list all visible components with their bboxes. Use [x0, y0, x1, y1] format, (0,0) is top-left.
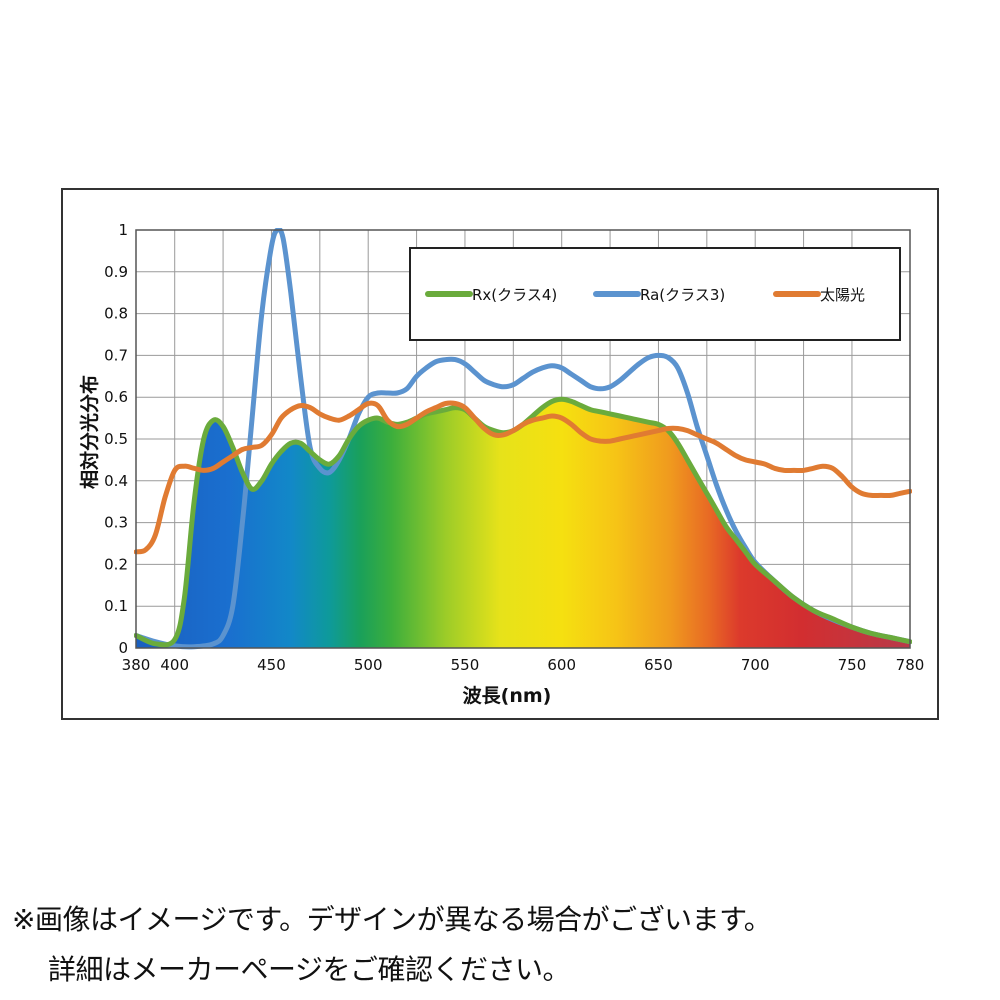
legend-label-rx: Rx(クラス4): [472, 286, 557, 304]
y-tick-label: 1: [118, 221, 128, 239]
y-tick-labels: 0 0.1 0.2 0.3 0.4 0.5 0.6 0.7 0.8 0.9 1: [104, 221, 128, 657]
x-tick-label: 650: [644, 656, 673, 674]
legend: Rx(クラス4) Ra(クラス3) 太陽光: [409, 247, 901, 341]
x-tick-label: 450: [257, 656, 286, 674]
x-tick-label: 700: [741, 656, 770, 674]
y-tick-label: 0.9: [104, 263, 128, 281]
disclaimer-line-1: ※画像はイメージです。デザインが異なる場合がございます。: [12, 903, 772, 936]
y-tick-label: 0: [118, 639, 128, 657]
legend-label-ra: Ra(クラス3): [640, 286, 725, 304]
y-tick-label: 0.5: [104, 430, 128, 448]
x-tick-label: 600: [547, 656, 576, 674]
sun-line: [134, 400, 912, 555]
legend-label-sun: 太陽光: [820, 286, 865, 304]
y-tick-label: 0.7: [104, 346, 128, 364]
x-tick-label: 380: [122, 656, 151, 674]
y-tick-label: 0.4: [104, 472, 128, 490]
rx-spectrum-fill: [136, 399, 910, 648]
y-tick-label: 0.2: [104, 555, 128, 573]
x-tick-labels: 380 400 450 500 550 600 650 700 750 780: [122, 656, 925, 674]
x-tick-label: 500: [354, 656, 383, 674]
disclaimer-line-2: 詳細はメーカーページをご確認ください。: [48, 953, 570, 986]
x-tick-label: 400: [160, 656, 189, 674]
y-tick-label: 0.3: [104, 514, 128, 532]
x-axis-label: 波長(nm): [463, 684, 552, 707]
rx-line: [134, 396, 912, 648]
x-tick-label: 780: [896, 656, 925, 674]
x-tick-label: 550: [451, 656, 480, 674]
y-axis-label: 相対分光分布: [78, 375, 101, 489]
y-tick-label: 0.1: [104, 597, 128, 615]
plot-border: [135, 229, 911, 649]
y-tick-label: 0.8: [104, 305, 128, 323]
y-tick-label: 0.6: [104, 388, 128, 406]
x-tick-label: 750: [838, 656, 867, 674]
